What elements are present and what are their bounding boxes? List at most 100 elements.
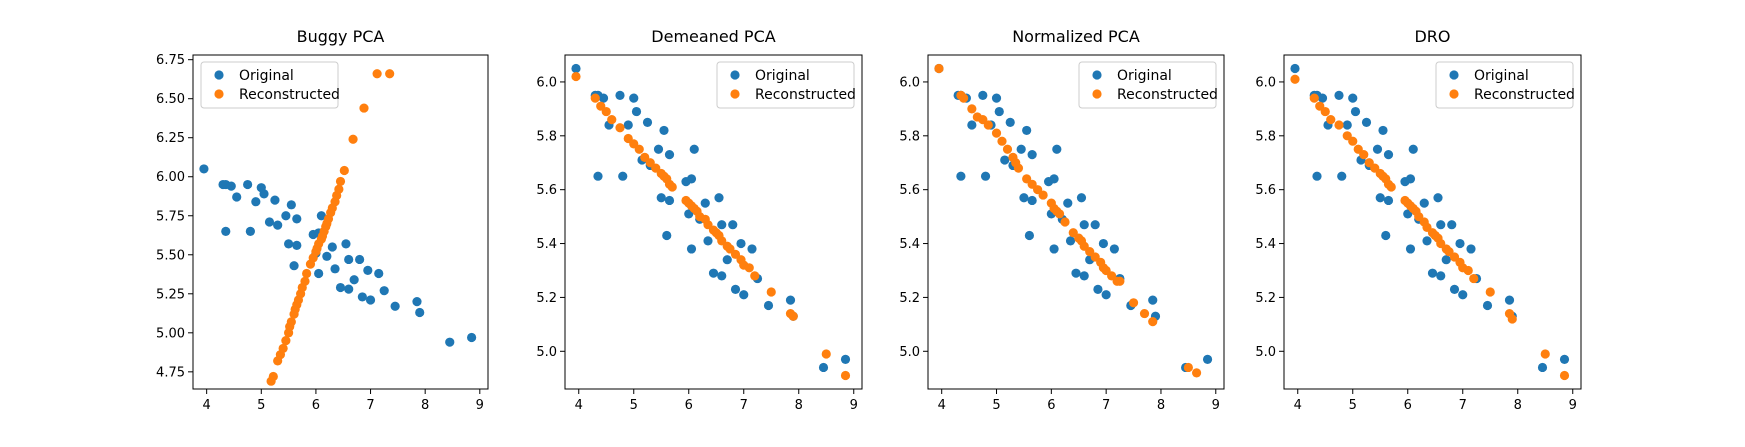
x-tick-label: 8 (1157, 398, 1165, 413)
original-point (1372, 144, 1383, 154)
original-point (415, 307, 425, 318)
y-tick-label: 5.6 (1255, 183, 1276, 198)
original-point (1559, 354, 1570, 364)
original-point (642, 117, 653, 127)
original-point (1504, 295, 1515, 305)
reconstructed-point (1191, 368, 1202, 378)
original-point (730, 284, 741, 294)
original-point (335, 282, 346, 293)
axes-frame (564, 54, 863, 390)
original-point (708, 268, 719, 278)
original-point (1098, 238, 1109, 249)
original-point (374, 268, 384, 279)
original-point (956, 171, 966, 181)
x-tick-label: 6 (312, 398, 320, 413)
y-tick-label: 5.2 (899, 291, 920, 306)
y-tick-label: 5.2 (536, 291, 557, 306)
reconstructed-point (750, 271, 760, 281)
original-point (1348, 93, 1358, 103)
legend-label-original: Original (1474, 68, 1529, 84)
original-point (1005, 117, 1015, 127)
panel-demeaned-pca: Demeaned PCA 4 5 6 7 8 9 5.0 5.2 5.4 5.6 5.8 6.0 Orig… (536, 27, 863, 413)
x-tick-label: 7 (1102, 398, 1110, 413)
original-point (226, 181, 236, 191)
series-reconstructed (266, 69, 395, 386)
reconstructed-point (1326, 115, 1336, 125)
original-point (686, 174, 697, 184)
reconstructed-point (744, 263, 754, 273)
original-point (1063, 198, 1073, 208)
original-point (593, 171, 603, 181)
legend-marker-original (214, 70, 224, 80)
original-point (221, 226, 231, 236)
legend-label-reconstructed: Reconstructed (1117, 87, 1218, 103)
original-point (1466, 244, 1476, 254)
original-point (1350, 106, 1361, 117)
original-point (1290, 63, 1300, 74)
reconstructed-point (607, 115, 617, 125)
original-point (1342, 120, 1352, 130)
reconstructed-point (1320, 106, 1330, 117)
reconstructed-point (372, 69, 382, 79)
original-point (1093, 284, 1103, 294)
reconstructed-point (1060, 217, 1070, 227)
reconstructed-point (1139, 308, 1150, 319)
reconstructed-point (268, 371, 278, 382)
original-point (686, 244, 697, 254)
x-tick-label: 9 (476, 398, 484, 413)
reconstructed-point (840, 370, 851, 381)
x-tick-label: 5 (630, 398, 638, 413)
original-point (1383, 150, 1394, 160)
original-point (1049, 174, 1059, 184)
original-point (722, 255, 732, 265)
original-point (967, 120, 977, 130)
original-point (664, 150, 675, 160)
reconstructed-point (1469, 273, 1479, 284)
original-point (1334, 90, 1344, 101)
original-point (363, 265, 373, 275)
original-point (264, 217, 275, 227)
reconstructed-point (348, 134, 358, 144)
original-point (251, 197, 261, 207)
reconstructed-point (1559, 370, 1570, 381)
original-point (785, 295, 796, 305)
legend-label-reconstructed: Reconstructed (755, 87, 856, 103)
reconstructed-point (359, 103, 369, 113)
reconstructed-point (385, 69, 395, 79)
legend-label-original: Original (1117, 68, 1172, 84)
original-point (1079, 220, 1089, 230)
y-tick-label: 5.4 (899, 237, 920, 252)
original-point (991, 93, 1002, 103)
reconstructed-point (1334, 120, 1344, 130)
original-point (1027, 195, 1037, 206)
reconstructed-point (1348, 136, 1358, 146)
y-tick-label: 5.0 (1255, 345, 1276, 360)
y-tick-label: 6.0 (536, 75, 557, 90)
original-point (199, 164, 209, 174)
original-point (1079, 271, 1089, 281)
original-point (344, 254, 354, 265)
legend-marker-original (1449, 70, 1459, 80)
y-tick-label: 6.75 (156, 53, 185, 68)
series-reconstructed (1290, 74, 1570, 381)
x-tick-label: 6 (685, 398, 693, 413)
reconstructed-point (1359, 150, 1369, 160)
x-tick-label: 4 (203, 398, 211, 413)
original-point (1381, 230, 1391, 241)
y-tick-label: 5.6 (899, 183, 920, 198)
reconstructed-point (667, 182, 677, 192)
x-tick-label: 5 (992, 398, 1000, 413)
original-point (840, 354, 851, 364)
reconstructed-point (1309, 93, 1319, 103)
original-point (467, 332, 477, 343)
y-tick-label: 5.00 (156, 326, 185, 341)
y-tick-label: 5.4 (536, 237, 557, 252)
original-point (656, 193, 666, 203)
original-point (322, 251, 332, 261)
reconstructed-point (788, 311, 798, 321)
reconstructed-point (991, 128, 1002, 138)
reconstructed-point (1540, 349, 1550, 359)
original-point (1109, 244, 1119, 254)
